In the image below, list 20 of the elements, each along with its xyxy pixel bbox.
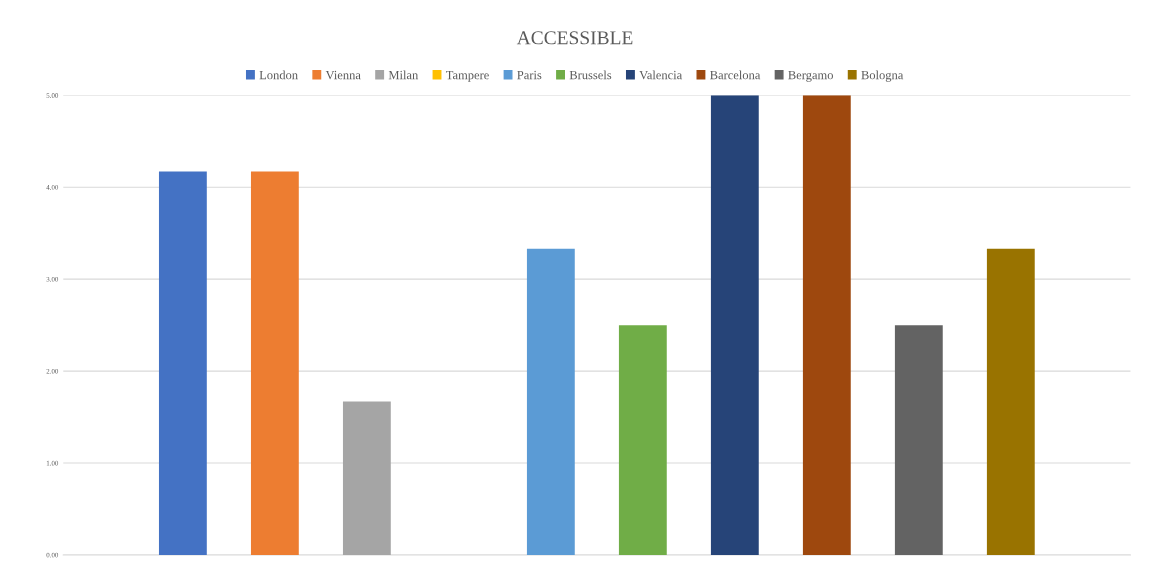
bar — [618, 325, 667, 555]
legend-label: Milan — [388, 70, 419, 80]
bar — [894, 325, 943, 555]
legend-label: Bergamo — [788, 70, 833, 82]
legend-label: Brussels — [569, 70, 612, 80]
legend-label: Vienna — [325, 70, 361, 80]
chart-title: ACCESSIBLE — [516, 31, 633, 45]
bar — [986, 248, 1035, 555]
bar — [802, 95, 851, 555]
legend-label: Bologna — [861, 70, 904, 82]
bar — [158, 171, 207, 555]
legend-label: Paris — [517, 70, 542, 80]
legend-label: Barcelona — [710, 70, 761, 80]
legend-label: Tampere — [445, 70, 489, 82]
bar — [250, 171, 299, 555]
legend-label: London — [259, 70, 298, 80]
bar — [710, 95, 759, 555]
bar — [342, 401, 391, 555]
bar — [526, 248, 575, 555]
legend-label: Valencia — [639, 70, 683, 80]
